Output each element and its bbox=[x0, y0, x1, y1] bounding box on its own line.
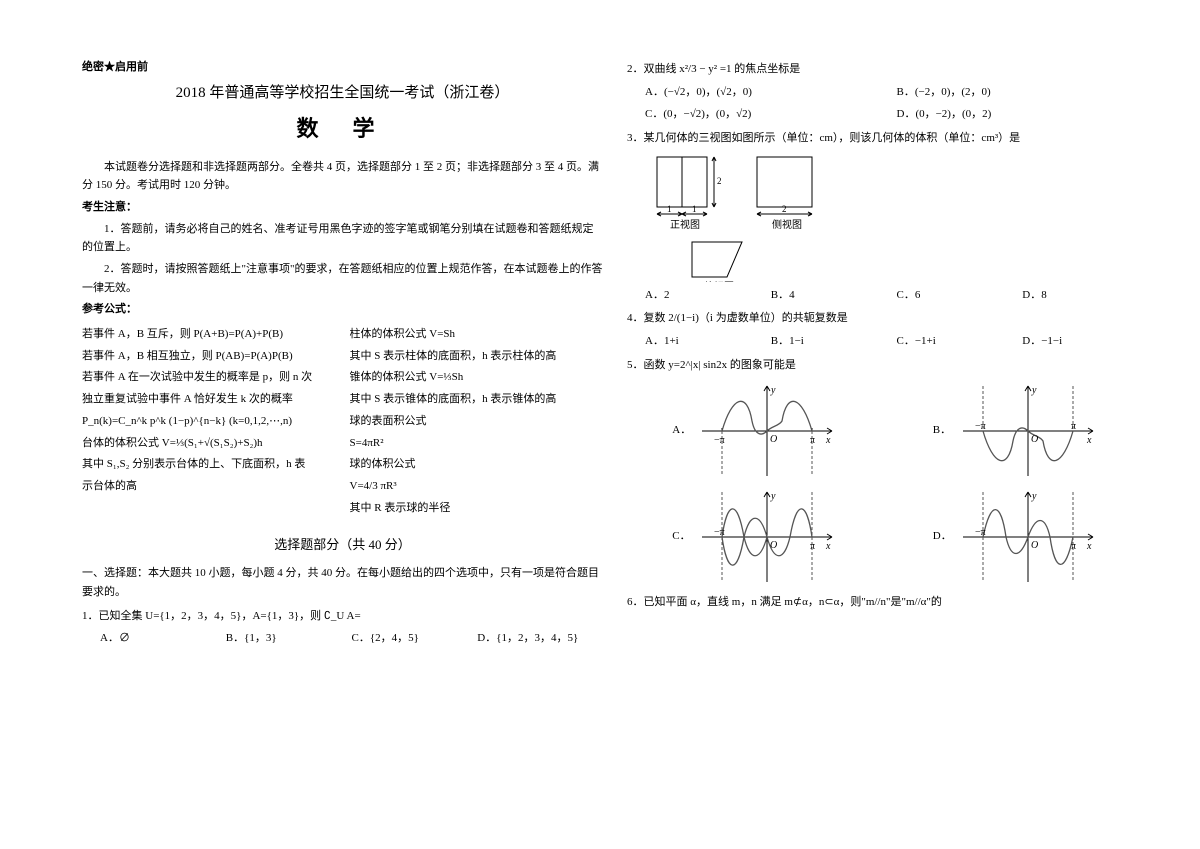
q3-stem: 3．某几何体的三视图如图所示（单位：cm），则该几何体的体积（单位：cm³）是 bbox=[627, 129, 1148, 148]
q5-graphs-row1: A． y x −π π O B． bbox=[627, 381, 1148, 481]
q1-stem: 1．已知全集 U={1，2，3，4，5}，A={1，3}，则 ∁_U A= bbox=[82, 607, 603, 626]
svg-text:俯视图: 俯视图 bbox=[704, 280, 734, 282]
ref-l-7: 示台体的高 bbox=[82, 477, 336, 496]
formula-right: 柱体的体积公式 V=Sh 其中 S 表示柱体的底面积，h 表示柱体的高 锥体的体… bbox=[336, 322, 604, 520]
svg-text:侧视图: 侧视图 bbox=[772, 218, 802, 231]
svg-text:x: x bbox=[825, 435, 831, 446]
q4-D: D．−1−i bbox=[1022, 332, 1148, 351]
ref-r-8: 其中 R 表示球的半径 bbox=[350, 499, 604, 518]
svg-text:π: π bbox=[810, 541, 815, 552]
q2-C: C．(0，−√2)，(0，√2) bbox=[645, 105, 897, 124]
ref-l-1: 若事件 A，B 相互独立，则 P(AB)=P(A)P(B) bbox=[82, 347, 336, 366]
right-page: 2．双曲线 x²/3 − y² =1 的焦点坐标是 A．(−√2，0)，(√2，… bbox=[615, 55, 1160, 829]
three-views-svg: 1 1 2 2 正视图 侧视图 俯视图 bbox=[627, 152, 857, 282]
notice-2: 2．答题时，请按照答题纸上"注意事项"的要求，在答题纸相应的位置上规范作答，在本… bbox=[82, 260, 603, 297]
q4-C: C．−1+i bbox=[897, 332, 1023, 351]
ref-r-7: V=4/3 πR³ bbox=[350, 477, 604, 496]
three-views: 1 1 2 2 正视图 侧视图 俯视图 bbox=[627, 152, 1148, 282]
svg-text:π: π bbox=[1071, 541, 1076, 552]
svg-text:π: π bbox=[1071, 421, 1076, 432]
ref-r-0: 柱体的体积公式 V=Sh bbox=[350, 325, 604, 344]
ref-l-5: 台体的体积公式 V=⅓(S₁+√(S₁S₂)+S₂)h bbox=[82, 434, 336, 453]
notice-1: 1．答题前，请务必将自己的姓名、准考证号用黑色字迹的签字笔或钢笔分别填在试题卷和… bbox=[82, 220, 603, 257]
q2-stem: 2．双曲线 x²/3 − y² =1 的焦点坐标是 bbox=[627, 60, 1148, 79]
svg-text:x: x bbox=[825, 541, 831, 552]
q2-A: A．(−√2，0)，(√2，0) bbox=[645, 83, 897, 102]
q1-C: C．{2，4，5} bbox=[352, 629, 478, 648]
section-1-title: 选择题部分（共 40 分） bbox=[82, 534, 603, 556]
ref-l-2: 若事件 A 在一次试验中发生的概率是 p，则 n 次 bbox=[82, 368, 336, 387]
q2-B: B．(−2，0)，(2，0) bbox=[897, 83, 1149, 102]
svg-text:−π: −π bbox=[975, 421, 986, 432]
svg-text:y: y bbox=[1031, 491, 1037, 502]
q1-B: B．{1，3} bbox=[226, 629, 352, 648]
svg-text:O: O bbox=[770, 434, 777, 445]
svg-text:x: x bbox=[1086, 435, 1092, 446]
q4-A: A．1+i bbox=[645, 332, 771, 351]
svg-text:O: O bbox=[1031, 540, 1038, 551]
q4-stem: 4．复数 2/(1−i)（i 为虚数单位）的共轭复数是 bbox=[627, 309, 1148, 328]
ref-l-3: 独立重复试验中事件 A 恰好发生 k 次的概率 bbox=[82, 390, 336, 409]
q2-choices-row1: A．(−√2，0)，(√2，0) B．(−2，0)，(2，0) bbox=[645, 83, 1148, 102]
q5-D-label: D． bbox=[933, 527, 953, 546]
q1-choices: A．∅ B．{1，3} C．{2，4，5} D．{1，2，3，4，5} bbox=[100, 629, 603, 648]
svg-text:O: O bbox=[770, 540, 777, 551]
svg-text:1: 1 bbox=[667, 204, 672, 214]
reference-heading: 参考公式： bbox=[82, 300, 603, 319]
section-1-desc: 一、选择题：本大题共 10 小题，每小题 4 分，共 40 分。在每小题给出的四… bbox=[82, 564, 603, 601]
formula-left: 若事件 A，B 互斥，则 P(A+B)=P(A)+P(B) 若事件 A，B 相互… bbox=[82, 322, 336, 520]
intro-text: 本试题卷分选择题和非选择题两部分。全卷共 4 页，选择题部分 1 至 2 页；非… bbox=[82, 158, 603, 195]
ref-r-6: 球的体积公式 bbox=[350, 455, 604, 474]
notice-heading: 考生注意： bbox=[82, 198, 603, 217]
ref-r-5: S=4πR² bbox=[350, 434, 604, 453]
svg-text:−π: −π bbox=[714, 435, 725, 446]
q5-graph-C: y x −π π O bbox=[692, 487, 842, 587]
q5-graph-A: y x −π π O bbox=[692, 381, 842, 481]
q3-D: D．8 bbox=[1022, 286, 1148, 305]
q4-B: B．1−i bbox=[771, 332, 897, 351]
q3-B: B．4 bbox=[771, 286, 897, 305]
svg-text:1: 1 bbox=[692, 204, 697, 214]
svg-text:x: x bbox=[1086, 541, 1092, 552]
ref-r-4: 球的表面积公式 bbox=[350, 412, 604, 431]
left-page: 绝密★启用前 2018 年普通高等学校招生全国统一考试（浙江卷） 数 学 本试题… bbox=[70, 55, 615, 829]
subject-title: 数 学 bbox=[82, 110, 603, 147]
ref-r-3: 其中 S 表示锥体的底面积，h 表示锥体的高 bbox=[350, 390, 604, 409]
q5-B-label: B． bbox=[933, 421, 953, 440]
svg-text:y: y bbox=[770, 385, 776, 396]
svg-text:y: y bbox=[770, 491, 776, 502]
q5-A-label: A． bbox=[672, 421, 692, 440]
svg-text:O: O bbox=[1031, 434, 1038, 445]
q4-choices: A．1+i B．1−i C．−1+i D．−1−i bbox=[645, 332, 1148, 351]
ref-r-2: 锥体的体积公式 V=⅓Sh bbox=[350, 368, 604, 387]
svg-text:y: y bbox=[1031, 385, 1037, 396]
formula-block: 若事件 A，B 互斥，则 P(A+B)=P(A)+P(B) 若事件 A，B 相互… bbox=[82, 322, 603, 520]
q1-D: D．{1，2，3，4，5} bbox=[477, 629, 603, 648]
ref-r-1: 其中 S 表示柱体的底面积，h 表示柱体的高 bbox=[350, 347, 604, 366]
q1-A: A．∅ bbox=[100, 629, 226, 648]
q5-stem: 5．函数 y=2^|x| sin2x 的图象可能是 bbox=[627, 356, 1148, 375]
q3-choices: A．2 B．4 C．6 D．8 bbox=[645, 286, 1148, 305]
q2-choices-row2: C．(0，−√2)，(0，√2) D．(0，−2)，(0，2) bbox=[645, 105, 1148, 124]
q3-A: A．2 bbox=[645, 286, 771, 305]
ref-l-4: P_n(k)=C_n^k p^k (1−p)^{n−k} (k=0,1,2,⋯,… bbox=[82, 412, 336, 431]
q5-C-label: C． bbox=[672, 527, 692, 546]
ref-l-0: 若事件 A，B 互斥，则 P(A+B)=P(A)+P(B) bbox=[82, 325, 336, 344]
q5-graphs-row2: C． y x −π π O D． bbox=[627, 487, 1148, 587]
q5-graph-D: y x −π π O bbox=[953, 487, 1103, 587]
q2-D: D．(0，−2)，(0，2) bbox=[897, 105, 1149, 124]
svg-text:−π: −π bbox=[714, 527, 725, 538]
svg-text:−π: −π bbox=[975, 527, 986, 538]
exam-title: 2018 年普通高等学校招生全国统一考试（浙江卷） bbox=[82, 81, 603, 107]
ref-l-6: 其中 S₁,S₂ 分别表示台体的上、下底面积，h 表 bbox=[82, 455, 336, 474]
q5-graph-B: y x −π π O bbox=[953, 381, 1103, 481]
svg-text:2: 2 bbox=[782, 204, 787, 214]
q3-C: C．6 bbox=[897, 286, 1023, 305]
secret-label: 绝密★启用前 bbox=[82, 58, 603, 77]
svg-text:正视图: 正视图 bbox=[670, 218, 700, 231]
svg-text:π: π bbox=[810, 435, 815, 446]
svg-text:2: 2 bbox=[717, 176, 722, 186]
q6-stem: 6．已知平面 α，直线 m，n 满足 m⊄α，n⊂α，则"m//n"是"m//α… bbox=[627, 593, 1148, 612]
